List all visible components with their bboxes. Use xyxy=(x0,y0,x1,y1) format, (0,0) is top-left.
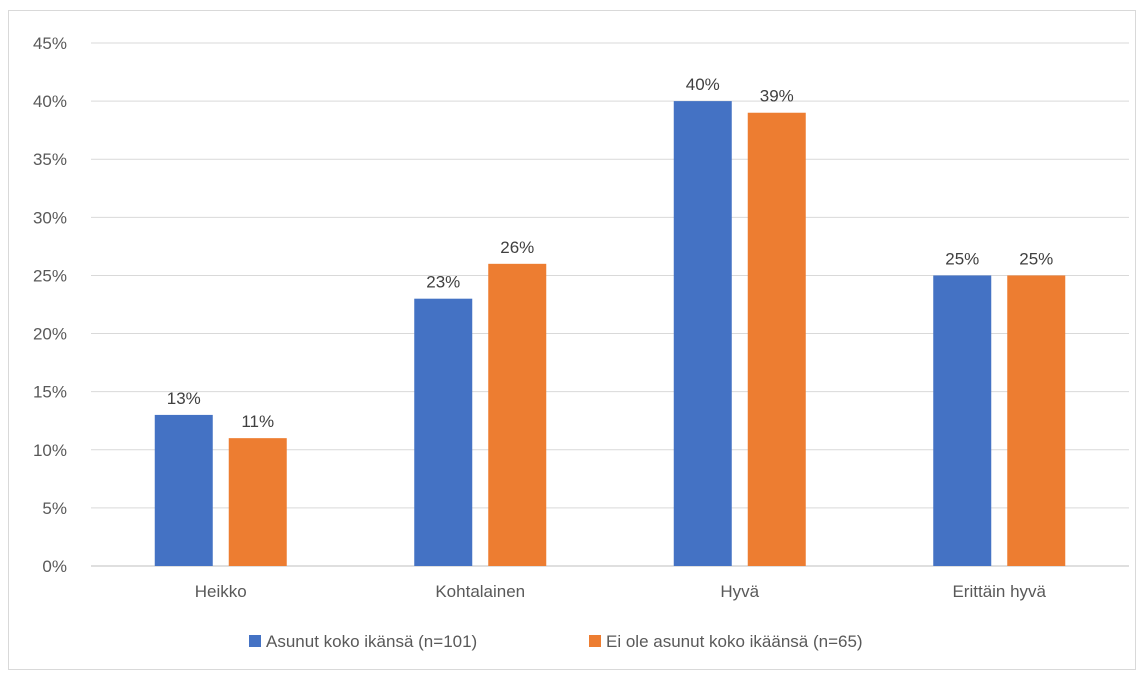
data-labels: 13% 11% 23% 26% 40% 39% 25% 25% xyxy=(167,75,1054,431)
data-label: 13% xyxy=(167,389,201,408)
bar-chart: 0% 5% 10% 15% 20% 25% 30% 35% 40% 45% 13% 11% 23% 26… xyxy=(33,34,1129,651)
data-label: 25% xyxy=(1019,249,1053,268)
x-tick-label: Kohtalainen xyxy=(435,582,525,601)
y-tick-label: 25% xyxy=(33,266,67,285)
bar xyxy=(414,298,473,566)
x-tick-label: Heikko xyxy=(195,582,247,601)
data-label: 23% xyxy=(426,273,460,292)
data-label: 11% xyxy=(241,412,274,431)
data-label: 26% xyxy=(500,238,534,257)
y-tick-label: 30% xyxy=(33,208,67,227)
bars xyxy=(154,101,1066,566)
bar xyxy=(673,101,732,566)
bar xyxy=(933,275,992,566)
data-label: 25% xyxy=(945,249,979,268)
y-tick-label: 10% xyxy=(33,441,67,460)
x-axis-ticks: Heikko Kohtalainen Hyvä Erittäin hyvä xyxy=(195,582,1047,601)
y-tick-label: 35% xyxy=(33,150,67,169)
data-label: 40% xyxy=(686,75,720,94)
legend-label: Asunut koko ikänsä (n=101) xyxy=(266,632,477,651)
legend: Asunut koko ikänsä (n=101) Ei ole asunut … xyxy=(249,632,863,651)
legend-swatch xyxy=(589,635,601,647)
bar xyxy=(488,263,547,566)
bar xyxy=(228,438,287,566)
y-tick-label: 40% xyxy=(33,92,67,111)
x-tick-label: Hyvä xyxy=(720,582,759,601)
bar xyxy=(154,414,213,566)
chart-frame: 0% 5% 10% 15% 20% 25% 30% 35% 40% 45% 13% 11% 23% 26… xyxy=(8,10,1136,670)
y-tick-label: 15% xyxy=(33,383,67,402)
data-label: 39% xyxy=(760,87,794,106)
y-tick-label: 45% xyxy=(33,34,67,53)
y-tick-label: 5% xyxy=(42,499,67,518)
x-tick-label: Erittäin hyvä xyxy=(952,582,1046,601)
bar xyxy=(747,112,806,566)
legend-swatch xyxy=(249,635,261,647)
y-axis-ticks: 0% 5% 10% 15% 20% 25% 30% 35% 40% 45% xyxy=(33,34,67,576)
legend-label: Ei ole asunut koko ikäänsä (n=65) xyxy=(606,632,863,651)
y-tick-label: 0% xyxy=(42,557,67,576)
bar xyxy=(1007,275,1066,566)
y-tick-label: 20% xyxy=(33,325,67,344)
